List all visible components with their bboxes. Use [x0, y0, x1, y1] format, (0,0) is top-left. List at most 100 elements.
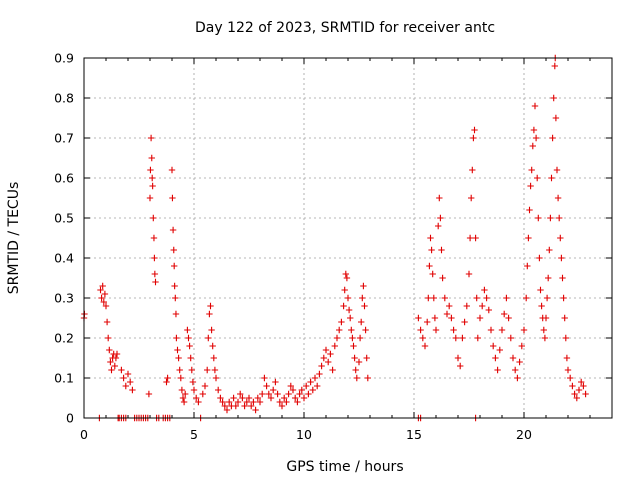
data-point [518, 342, 525, 350]
data-point [205, 334, 212, 342]
y-tick-label: 0.3 [54, 291, 74, 306]
data-point [548, 174, 555, 182]
data-point [520, 326, 528, 334]
data-point [469, 166, 476, 174]
data-point [549, 134, 556, 142]
data-point [531, 102, 539, 110]
data-point [184, 326, 191, 334]
data-point [193, 394, 200, 402]
data-point [512, 366, 519, 374]
data-point [562, 334, 569, 342]
data-point [195, 398, 202, 406]
data-point [223, 406, 231, 414]
data-point [471, 126, 478, 134]
data-point [234, 398, 242, 406]
data-point [556, 214, 563, 222]
data-point [298, 386, 305, 394]
data-point [209, 342, 216, 350]
data-point [230, 394, 237, 402]
x-axis-title: GPS time / hours [286, 459, 403, 475]
data-point [514, 374, 521, 382]
data-point [435, 222, 442, 230]
data-point [529, 142, 536, 150]
data-point [545, 274, 552, 282]
data-point [206, 310, 213, 318]
data-point [237, 390, 244, 398]
data-point [186, 342, 193, 350]
data-point [100, 298, 107, 306]
data-point [219, 398, 226, 406]
data-point [582, 390, 589, 398]
data-point [270, 386, 277, 394]
data-point [318, 362, 325, 370]
data-point [112, 354, 120, 362]
data-point [473, 294, 480, 302]
data-point [443, 310, 451, 318]
data-point [452, 334, 459, 342]
data-point [175, 354, 182, 362]
data-point [524, 262, 531, 270]
data-point [333, 334, 341, 342]
data-point [150, 234, 158, 242]
data-point [106, 346, 113, 354]
data-point [546, 246, 553, 254]
x-tick-label: 5 [190, 427, 198, 442]
data-point [432, 326, 440, 334]
data-point [436, 194, 443, 202]
data-point [419, 334, 426, 342]
data-point [567, 374, 574, 382]
data-point [108, 366, 115, 374]
data-point [553, 166, 561, 174]
data-point [347, 314, 354, 322]
data-point [530, 126, 538, 134]
data-point [171, 262, 178, 270]
data-point [248, 402, 255, 410]
data-point [472, 234, 479, 242]
data-point [170, 246, 177, 254]
y-axis: 0 0.1 0.2 0.3 0.4 0.5 0.6 0.7 0.8 0.9 [54, 51, 612, 426]
data-point [289, 386, 297, 394]
y-tick-label: 0.4 [54, 251, 74, 266]
data-point [178, 386, 186, 394]
data-point [348, 326, 355, 334]
data-point [485, 306, 492, 314]
data-point [487, 326, 495, 334]
data-point [169, 194, 176, 202]
data-point [173, 334, 180, 342]
data-point [540, 326, 547, 334]
data-point [559, 274, 566, 282]
data-point [287, 382, 294, 390]
data-point [118, 366, 125, 374]
data-point [356, 334, 364, 342]
data-point [438, 246, 445, 254]
data-point [150, 214, 157, 222]
data-point [439, 274, 446, 282]
data-point [169, 226, 177, 234]
data-point [294, 398, 301, 406]
data-point [425, 294, 432, 302]
data-point [331, 342, 338, 350]
data-point [573, 394, 580, 402]
data-point [454, 354, 462, 362]
y-axis-title: SRMTID / TECUs [6, 182, 22, 295]
data-point [466, 234, 474, 242]
data-point [168, 166, 176, 174]
data-point [129, 386, 136, 394]
data-point [232, 402, 239, 410]
data-point [325, 358, 332, 366]
data-point [316, 370, 323, 378]
data-point [163, 378, 170, 386]
data-point [149, 182, 156, 190]
data-point [180, 398, 188, 406]
data-point [341, 286, 348, 294]
data-point [450, 326, 457, 334]
data-point [307, 378, 314, 386]
data-point [569, 382, 576, 390]
data-point [245, 394, 253, 402]
data-point [164, 374, 171, 382]
data-point [190, 386, 198, 394]
data-point [446, 302, 453, 310]
data-point [461, 318, 468, 326]
data-point [208, 326, 215, 334]
data-point [344, 294, 352, 302]
